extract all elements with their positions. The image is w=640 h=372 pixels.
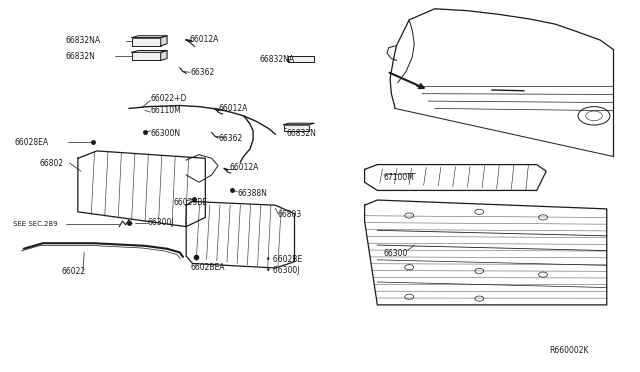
Text: 66300J: 66300J [148, 218, 175, 227]
Text: 66362: 66362 [191, 68, 215, 77]
Text: 6602BEA: 6602BEA [191, 263, 225, 272]
Text: 66832N: 66832N [65, 52, 95, 61]
Text: 66802: 66802 [40, 158, 64, 168]
Text: 66832N: 66832N [287, 129, 317, 138]
Polygon shape [132, 51, 167, 52]
Bar [132, 38, 161, 46]
Text: 66300N: 66300N [150, 129, 180, 138]
Bar [284, 125, 309, 131]
Text: 66388N: 66388N [237, 189, 267, 198]
Polygon shape [284, 123, 314, 125]
Text: 67100M: 67100M [384, 173, 415, 182]
Text: 66012A: 66012A [230, 163, 259, 172]
Text: 66300: 66300 [384, 249, 408, 258]
Text: 66110M: 66110M [150, 106, 181, 115]
Text: 66012A: 66012A [189, 35, 219, 44]
Text: 66028EA: 66028EA [14, 138, 48, 147]
Text: 66012A: 66012A [218, 104, 248, 113]
Text: 66029BE: 66029BE [173, 198, 207, 207]
Text: • 66300J: • 66300J [266, 266, 300, 275]
Bar [288, 56, 314, 62]
Text: 66022: 66022 [62, 267, 86, 276]
Polygon shape [161, 51, 167, 61]
Bar [132, 52, 161, 61]
Text: 66803: 66803 [278, 210, 302, 219]
Text: 66832NA: 66832NA [259, 55, 294, 64]
Text: • 6602BE: • 6602BE [266, 255, 302, 264]
Polygon shape [161, 36, 167, 46]
Text: SEE SEC.289: SEE SEC.289 [13, 221, 58, 227]
Text: 66362: 66362 [218, 134, 243, 142]
Text: R660002K: R660002K [549, 346, 589, 355]
Text: 66022+D: 66022+D [150, 94, 187, 103]
Polygon shape [132, 36, 167, 38]
Text: 66832NA: 66832NA [65, 36, 100, 45]
